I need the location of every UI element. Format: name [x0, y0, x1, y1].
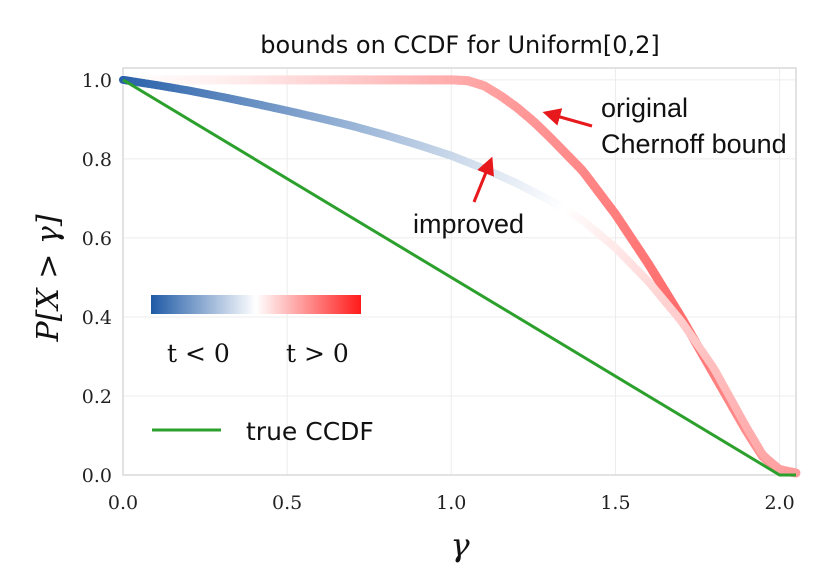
- colorbar: [151, 295, 361, 314]
- annotation-improved: improved: [413, 209, 524, 239]
- series-improved: [119, 75, 800, 477]
- y-tick-label: 1.0: [82, 70, 112, 92]
- x-tick-label: 1.0: [436, 492, 466, 514]
- x-axis-label: γ: [450, 526, 470, 564]
- x-tick-label: 1.5: [600, 492, 630, 514]
- series-true-ccdf: [122, 78, 796, 477]
- colorbar-label-left: t < 0: [167, 339, 230, 368]
- colorbar-label-right: t > 0: [286, 339, 349, 368]
- x-tick-label: 0.5: [272, 492, 302, 514]
- y-tick-label: 0.0: [82, 465, 112, 487]
- x-tick-label: 0.0: [108, 492, 138, 514]
- x-axis-ticks: 0.0 0.5 1.0 1.5 2.0: [108, 492, 795, 514]
- series-layer: [118, 75, 801, 478]
- chart-title: bounds on CCDF for Uniform[0,2]: [260, 31, 660, 59]
- annotation-original-arrow: [542, 108, 593, 128]
- y-tick-label: 0.6: [82, 228, 112, 250]
- annotation-original-line2: Chernoff bound: [601, 129, 787, 159]
- curve-segment: [787, 467, 800, 477]
- annotation-improved-arrow: [472, 156, 494, 203]
- plot-frame: [122, 67, 797, 476]
- y-tick-label: 0.8: [82, 149, 112, 171]
- y-axis-ticks: 0.0 0.2 0.4 0.6 0.8 1.0: [82, 70, 112, 487]
- y-tick-label: 0.2: [82, 386, 112, 408]
- y-axis-label: P[X > γ]: [31, 214, 66, 342]
- annotation-original-line1: original: [601, 93, 688, 123]
- x-tick-label: 2.0: [764, 492, 794, 514]
- y-tick-label: 0.4: [82, 307, 112, 329]
- legend-label-true-ccdf: true CCDF: [246, 417, 374, 446]
